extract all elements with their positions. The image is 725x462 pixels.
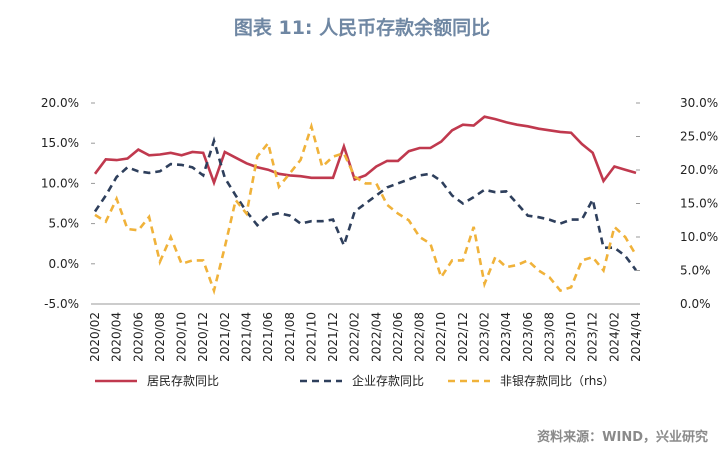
x-tick-label: 2023/10 bbox=[564, 312, 578, 362]
x-tick-label: 2021/02 bbox=[218, 312, 232, 362]
x-tick-label: 2024/02 bbox=[607, 312, 621, 362]
x-tick-label: 2022/10 bbox=[434, 312, 448, 362]
series-line bbox=[94, 121, 638, 296]
legend-label: 企业存款同比 bbox=[352, 373, 424, 388]
x-tick-label: 2021/06 bbox=[261, 312, 275, 362]
x-tick-label: 2022/08 bbox=[413, 312, 427, 362]
y2-tick-label: 10.0% bbox=[680, 230, 718, 244]
legend-label: 居民存款同比 bbox=[147, 374, 219, 388]
x-tick-label: 2024/04 bbox=[629, 312, 643, 362]
y2-tick-label: 15.0% bbox=[680, 197, 718, 211]
x-tick-label: 2020/10 bbox=[175, 312, 189, 362]
x-tick-label: 2020/04 bbox=[110, 312, 124, 362]
y2-tick-label: 0.0% bbox=[680, 297, 711, 311]
y-tick-label: 0.0% bbox=[49, 257, 80, 271]
x-tick-label: 2022/12 bbox=[456, 312, 470, 362]
series-line bbox=[93, 115, 637, 187]
x-tick-label: 2020/08 bbox=[153, 312, 167, 362]
x-tick-label: 2020/06 bbox=[131, 312, 145, 362]
y-tick-label: 5.0% bbox=[49, 217, 80, 231]
x-tick-label: 2022/02 bbox=[348, 312, 362, 362]
x-tick-label: 2022/04 bbox=[369, 312, 383, 362]
y-tick-label: 20.0% bbox=[41, 96, 79, 110]
chart-title: 图表 11: 人民币存款余额同比 bbox=[234, 16, 490, 39]
y-tick-label: 15.0% bbox=[41, 136, 79, 150]
y2-tick-label: 5.0% bbox=[680, 264, 711, 278]
x-tick-label: 2023/04 bbox=[499, 312, 513, 362]
x-tick-label: 2023/06 bbox=[521, 312, 535, 362]
x-tick-label: 2020/12 bbox=[196, 312, 210, 362]
y2-tick-label: 20.0% bbox=[680, 163, 718, 177]
x-tick-label: 2023/08 bbox=[542, 312, 556, 362]
y2-tick-label: 30.0% bbox=[680, 96, 718, 110]
x-tick-label: 2021/04 bbox=[239, 312, 253, 362]
y-tick-label: -5.0% bbox=[44, 297, 79, 311]
y-tick-label: 10.0% bbox=[41, 176, 79, 190]
x-tick-label: 2022/06 bbox=[391, 312, 405, 362]
x-tick-label: 2021/10 bbox=[304, 312, 318, 362]
x-tick-label: 2021/12 bbox=[326, 312, 340, 362]
x-tick-label: 2021/08 bbox=[283, 312, 297, 362]
x-tick-label: 2023/02 bbox=[478, 312, 492, 362]
x-tick-label: 2023/12 bbox=[586, 312, 600, 362]
y2-tick-label: 25.0% bbox=[680, 130, 718, 144]
x-tick-label: 2020/02 bbox=[88, 312, 102, 362]
legend-label: 非银存款同比（rhs） bbox=[500, 374, 615, 388]
source-note: 资料来源：WIND，兴业研究 bbox=[537, 429, 708, 445]
